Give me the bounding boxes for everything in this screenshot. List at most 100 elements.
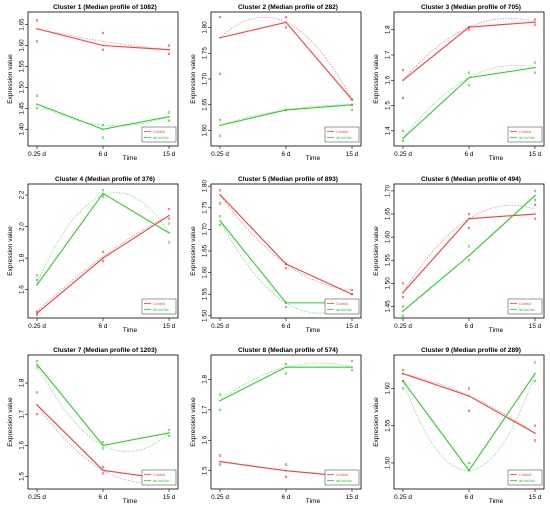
cluster-1-treatment-data-point [35, 107, 39, 110]
cluster-6-plot-frame [393, 183, 545, 319]
cluster-7-control-median-line [36, 404, 170, 481]
cluster-6-ytick-label: 1.70 [385, 184, 392, 197]
cluster-7-control-data-point [35, 413, 39, 416]
cluster-9-ytick-label: 1.50 [385, 456, 392, 469]
cluster-3-control-data-point [401, 96, 405, 100]
cluster-6-ytick-label: 1.45 [385, 300, 392, 313]
cluster-8-legend-box [324, 469, 360, 486]
cluster-2-ytick-label: 1.60 [202, 124, 209, 137]
cluster-4-treatment-data-point [167, 241, 171, 244]
cluster-3-treatment-data-point [401, 129, 405, 133]
cluster-7-y-axis-label: Expression value [7, 397, 14, 447]
cluster-1-title: Cluster 1 (Median profile of 1082) [53, 4, 157, 11]
cluster-3-treatment-data-point [533, 61, 537, 64]
cluster-4-ytick-label: 1.6 [19, 285, 26, 294]
cluster-2-treatment-fit-curve [219, 104, 353, 126]
cluster-4-control-median-point [36, 312, 38, 315]
cluster-2-xtick-label: 15 d [346, 151, 359, 158]
cluster-4-treatment-data-point [35, 278, 39, 282]
cluster-3-treatment-data-point [467, 71, 471, 74]
cluster-4-treatment-median-point [168, 232, 170, 234]
cluster-3-treatment-data-point [533, 71, 537, 74]
cluster-5-ytick-label: 1.70 [202, 223, 209, 236]
cluster-6-control-data-point [401, 282, 405, 285]
cluster-2-control-median-line [219, 21, 353, 100]
cluster-1-treatment-data-point [167, 119, 171, 123]
cluster-3-title: Cluster 3 (Median profile of 705) [421, 4, 521, 11]
cluster-7-treatment-data-point [101, 441, 105, 444]
cluster-7-control-data-point [35, 391, 39, 394]
cluster-9-control-data-point [533, 424, 537, 427]
cluster-6-control-median-point [402, 291, 404, 294]
cluster-5-control-data-point [350, 293, 354, 296]
cluster-5-ytick-label: 1.60 [202, 266, 209, 279]
cluster-4-legend-label: ab knHdc [153, 308, 169, 312]
cluster-1-ytick-label: 1.40 [19, 123, 26, 136]
cluster-6-xtick-label: 15 d [529, 323, 542, 330]
cluster-5-treatment-median-line [219, 220, 352, 304]
cluster-2-ytick-label: 1.65 [202, 98, 209, 111]
cluster-5-treatment-fit-curve [219, 220, 353, 314]
cluster-3-ytick-label: 1.6 [385, 75, 392, 84]
cluster-6-treatment-data-point [467, 259, 471, 262]
cluster-8-treatment-data-point [350, 369, 354, 372]
cluster-2-legend: Control ab knHdc [324, 126, 360, 143]
cluster-9-control-data-point [467, 409, 471, 413]
cluster-2-treatment-median-point [219, 124, 221, 127]
cluster-1-xtick-label: 0.25 d [28, 151, 46, 158]
cluster-9-x-axis-label: Time [489, 498, 504, 505]
cluster-8-treatment-median-point [219, 399, 221, 402]
cluster-8-legend: Control ab knHdc [324, 469, 360, 486]
cluster-6-control-data-point [533, 203, 537, 206]
cluster-3-ytick-label: 1.8 [385, 25, 392, 34]
cluster-1-y-axis-label: Expression value [7, 54, 14, 104]
cluster-3-control-data-point [401, 68, 405, 72]
cluster-6-legend-label: Control [519, 302, 531, 306]
cluster-2-control-median-point [219, 36, 221, 39]
cluster-2-xtick-label: 0.25 d [211, 151, 229, 158]
cluster-9-plot-frame [393, 354, 545, 490]
cluster-4-treatment-median-line [36, 192, 170, 286]
cluster-7-treatment-data-point [35, 360, 39, 363]
cluster-3-xtick-label: 6 d [465, 151, 474, 158]
cluster-2-title: Cluster 2 (Median profile of 282) [238, 4, 338, 11]
cluster-5-control-data-point [284, 262, 288, 266]
cluster-6-treatment-median-point [402, 310, 404, 312]
cluster-1-treatment-data-point [167, 111, 171, 114]
cluster-6-ytick-label: 1.55 [385, 254, 392, 267]
cluster-9-ytick-label: 1.60 [385, 382, 392, 395]
cluster-8-ytick-label: 1.8 [202, 374, 209, 383]
cluster-1-control-fit-curve [36, 28, 170, 51]
cluster-7-treatment-median-point [102, 444, 104, 447]
cluster-2-plot-frame [210, 11, 362, 147]
cluster-8-control-data-point [284, 463, 288, 466]
cluster-5-control-median-point [285, 263, 287, 265]
panel-cluster-5: Cluster 5 (Median profile of 893) 1.50 1.5… [190, 176, 362, 334]
cluster-7-title: Cluster 7 (Median profile of 1203) [53, 347, 157, 354]
cluster-5-x-axis-label: Time [306, 327, 321, 334]
cluster-1-ytick-label: 1.65 [19, 18, 26, 31]
panel-cluster-1: Cluster 1 (Median profile of 1082) 1.40 1.… [7, 4, 179, 162]
cluster-9-control-data-point [533, 439, 537, 442]
panel-cluster-9: Cluster 9 (Median profile of 289) 1.50 1.5… [373, 347, 545, 505]
cluster-5-ytick-label: 1.55 [202, 288, 209, 301]
cluster-9-control-median-point [468, 395, 470, 397]
cluster-3-xtick-label: 0.25 d [394, 151, 412, 158]
cluster-5-control-data-point [350, 288, 354, 292]
cluster-8-control-median-point [219, 460, 221, 463]
cluster-4-treatment-median-point [36, 284, 38, 286]
cluster-6-legend-box [507, 298, 543, 315]
cluster-6-title: Cluster 6 (Median profile of 494) [421, 176, 521, 183]
cluster-4-control-data-point [101, 250, 105, 253]
cluster-9-treatment-median-point [534, 372, 536, 375]
cluster-7-legend-label: ab knHdc [153, 479, 169, 483]
cluster-1-control-median-point [36, 27, 38, 30]
cluster-1-control-data-point [101, 48, 105, 51]
cluster-5-ytick-label: 1.50 [202, 309, 209, 322]
cluster-8-xtick-label: 0.25 d [211, 494, 229, 501]
cluster-4-xtick-label: 6 d [99, 323, 108, 330]
cluster-4-title: Cluster 4 (Median profile of 376) [55, 176, 155, 183]
cluster-6-ytick-label: 1.50 [385, 277, 392, 290]
cluster-8-control-median-point [285, 469, 287, 472]
